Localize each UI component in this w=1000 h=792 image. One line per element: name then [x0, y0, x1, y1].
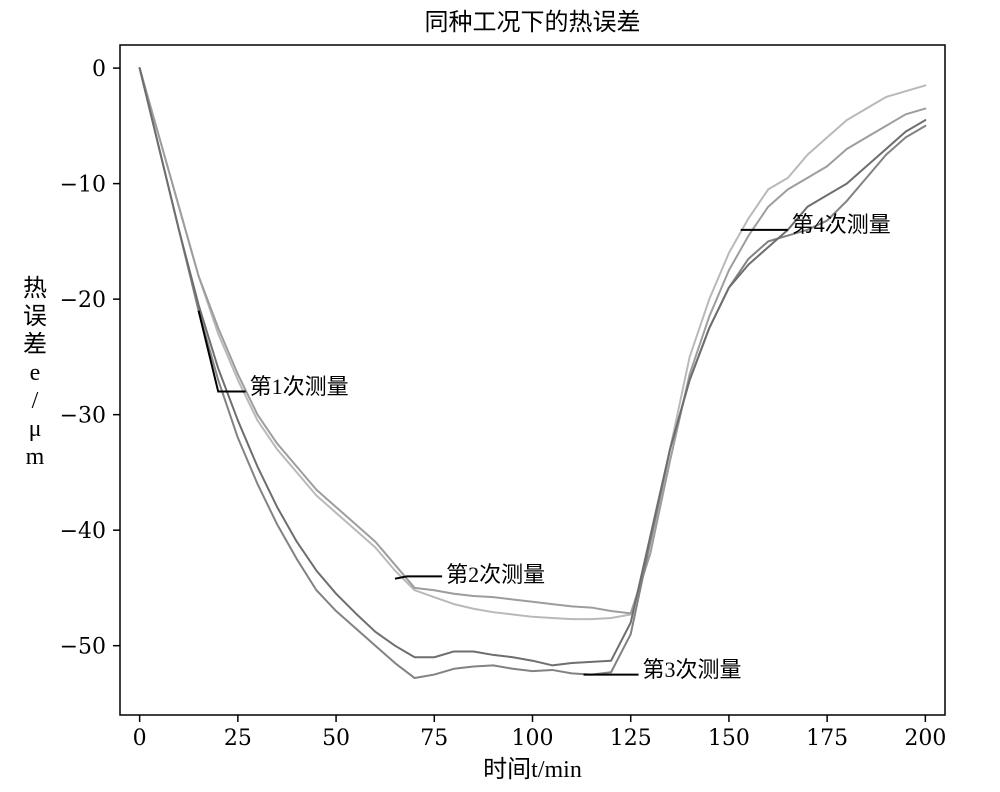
- y-axis-label: 热误差e/μm: [23, 275, 47, 470]
- annotation-label: 第4次测量: [792, 212, 891, 237]
- annotation-label: 第3次测量: [643, 657, 742, 682]
- x-tick-label: 0: [133, 726, 147, 751]
- chart-title: 同种工况下的热误差: [425, 9, 641, 36]
- series-m2: [140, 68, 926, 613]
- plot-border: [120, 45, 945, 715]
- y-tick-label: −50: [60, 635, 106, 660]
- x-tick-label: 125: [610, 726, 652, 751]
- chart-frame: 0 25 50 75 100 125 150 175 200 −50 −40 −30 −20 −10 0 第1…: [0, 0, 1000, 792]
- line-chart: 0 25 50 75 100 125 150 175 200 −50 −40 −30 −20 −10 0 第1…: [0, 0, 1000, 792]
- x-tick-label: 75: [420, 726, 448, 751]
- y-tick-label: −20: [60, 288, 106, 313]
- x-tick-label: 200: [904, 726, 946, 751]
- y-tick-label: −40: [60, 519, 106, 544]
- annotation-label: 第2次测量: [446, 562, 545, 587]
- y-tick-label: −10: [60, 173, 106, 198]
- x-tick-label: 175: [806, 726, 848, 751]
- x-tick-label: 100: [512, 726, 554, 751]
- x-tick-label: 150: [708, 726, 750, 751]
- y-tick-label: −30: [60, 404, 106, 429]
- y-tick-label: 0: [92, 57, 106, 82]
- x-tick-label: 25: [224, 726, 252, 751]
- x-axis-label: 时间t/min: [483, 756, 582, 783]
- annotation-label: 第1次测量: [250, 374, 349, 399]
- series-m1: [140, 68, 926, 619]
- x-tick-label: 50: [322, 726, 350, 751]
